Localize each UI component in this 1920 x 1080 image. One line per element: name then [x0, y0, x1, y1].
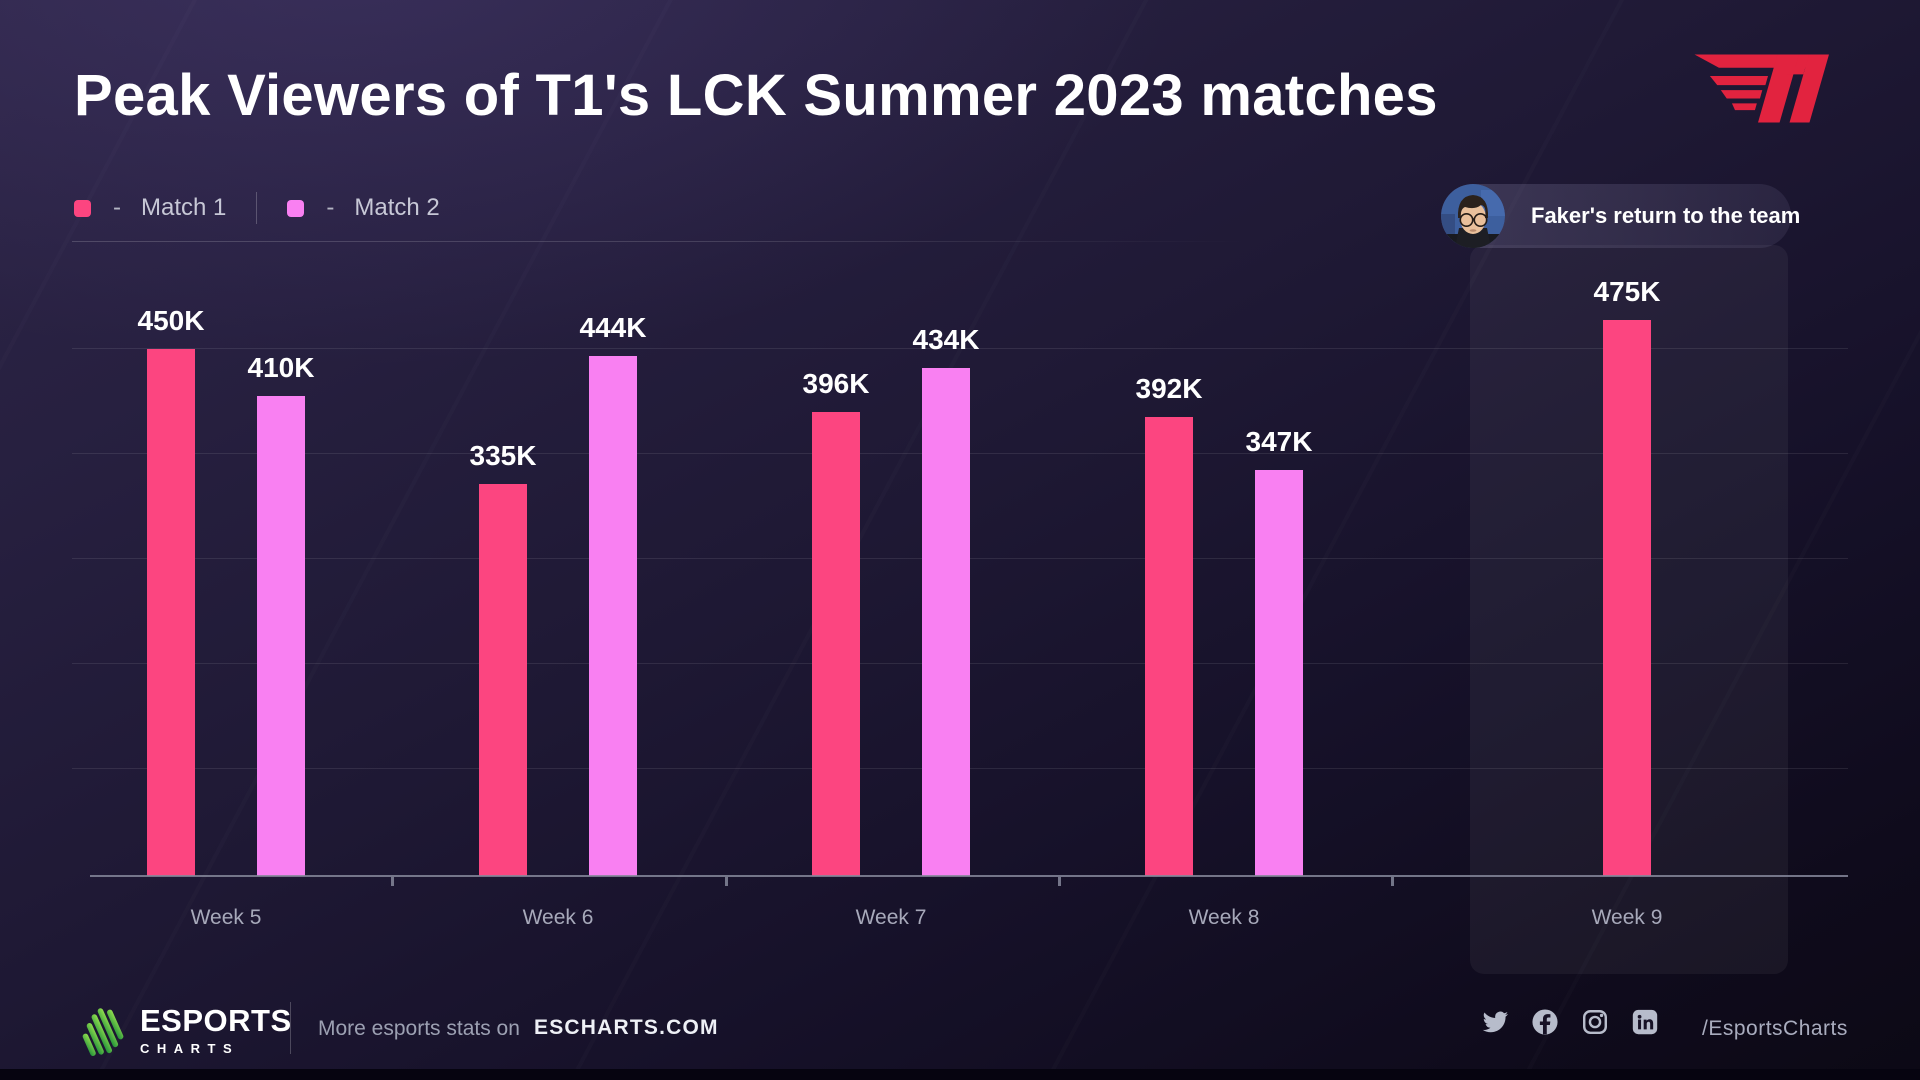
facebook-icon[interactable] [1530, 1007, 1560, 1037]
legend-label-match2: Match 2 [354, 194, 440, 221]
bar-value-label: 434K [912, 324, 980, 355]
escharts-site-link[interactable]: ESCHARTS.COM [534, 1016, 719, 1039]
legend-label-match1: Match 1 [141, 194, 227, 221]
instagram-icon[interactable] [1580, 1007, 1610, 1037]
linkedin-icon[interactable] [1630, 1007, 1660, 1037]
x-axis-category-label: Week 5 [190, 906, 262, 929]
legend-swatch-match1 [74, 199, 91, 217]
bar-week7-match1 [812, 412, 860, 876]
x-axis-category-label: Week 9 [1591, 906, 1663, 929]
faker-avatar [1441, 184, 1505, 248]
bottom-band [0, 1069, 1920, 1080]
x-axis-category-label: Week 6 [522, 906, 594, 929]
annotation-pill: Faker's return to the team [1441, 184, 1800, 248]
footer-tagline: More esports stats on [318, 1017, 520, 1040]
chart-legend: - Match 1 - Match 2 [74, 192, 440, 224]
social-handle-link[interactable]: /EsportsCharts [1702, 1017, 1848, 1040]
escharts-logo: ESPORTS CHARTS [80, 1004, 292, 1056]
legend-separator: - [113, 194, 121, 221]
twitter-icon[interactable] [1480, 1007, 1510, 1037]
bar-value-label: 444K [579, 312, 647, 343]
bar-week8-match1 [1145, 417, 1193, 876]
brand-name-top: ESPORTS [140, 1002, 292, 1038]
social-icons [1480, 1007, 1660, 1037]
brand-name-bottom: CHARTS [140, 1040, 240, 1056]
bar-week5-match2 [257, 396, 305, 876]
bar-week8-match2 [1255, 470, 1303, 876]
x-axis-tick [391, 877, 394, 886]
legend-swatch-match2 [287, 199, 305, 217]
bar-value-label: 450K [137, 305, 205, 336]
bar-value-label: 347K [1245, 426, 1313, 457]
footer-divider [290, 1002, 291, 1054]
bar-value-label: 475K [1593, 276, 1661, 307]
legend-divider [256, 192, 258, 224]
bar-value-label: 335K [469, 440, 537, 471]
bar-week6-match2 [589, 356, 637, 876]
bar-value-label: 396K [802, 368, 870, 399]
bar-week5-match1 [147, 349, 195, 876]
x-axis-category-label: Week 8 [1188, 906, 1260, 929]
bar-week9-match1 [1603, 320, 1651, 876]
escharts-logo-icon [82, 1008, 124, 1056]
page-title: Peak Viewers of T1's LCK Summer 2023 mat… [74, 63, 1438, 128]
legend-separator: - [326, 194, 335, 221]
x-axis-line [90, 875, 1848, 877]
x-axis-tick [1058, 877, 1061, 886]
bar-week6-match1 [479, 484, 527, 876]
t1-logo [1694, 54, 1829, 123]
gridline [72, 348, 1848, 349]
header-rule [72, 241, 1252, 242]
x-axis-tick [1391, 877, 1394, 886]
x-axis-category-label: Week 7 [855, 906, 927, 929]
bar-value-label: 392K [1135, 373, 1203, 404]
bar-value-label: 410K [247, 352, 315, 383]
x-axis-tick [725, 877, 728, 886]
annotation-text: Faker's return to the team [1531, 203, 1801, 228]
bar-week7-match2 [922, 368, 970, 876]
